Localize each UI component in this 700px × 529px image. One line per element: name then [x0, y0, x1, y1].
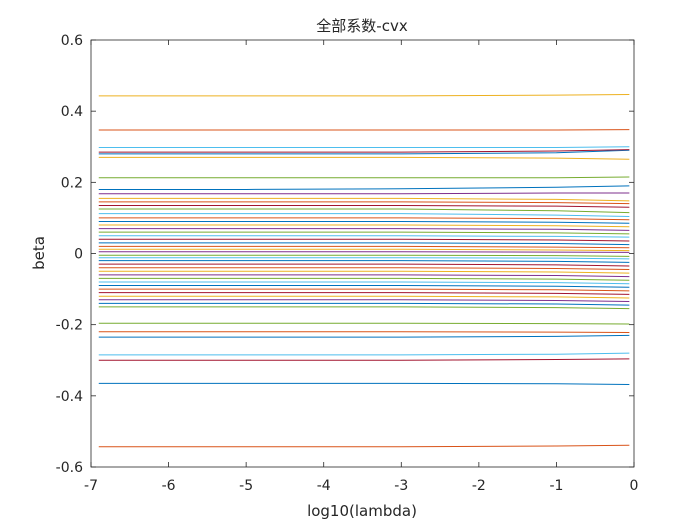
x-tick-label-3: -4 [317, 478, 331, 494]
y-tick-label-5: 0.4 [61, 104, 83, 120]
y-tick-label-4: 0.2 [61, 175, 83, 191]
y-tick-label-3: 0 [74, 247, 83, 263]
y-axis-label: beta [30, 236, 48, 270]
plot-area [91, 40, 634, 467]
chart-title: 全部系数-cvx [316, 17, 408, 35]
x-tick-label-1: -6 [162, 478, 176, 494]
x-tick-label-2: -5 [239, 478, 253, 494]
x-axis-label: log10(lambda) [307, 502, 417, 520]
x-tick-label-6: -1 [549, 478, 563, 494]
x-tick-label-4: -3 [394, 478, 408, 494]
x-tick-label-0: -7 [84, 478, 98, 494]
x-tick-label-7: 0 [630, 478, 639, 494]
y-tick-label-6: 0.6 [61, 33, 83, 49]
y-tick-label-2: -0.2 [56, 318, 83, 334]
y-tick-label-1: -0.4 [56, 389, 83, 405]
y-tick-label-0: -0.6 [56, 460, 83, 476]
x-tick-label-5: -2 [472, 478, 486, 494]
